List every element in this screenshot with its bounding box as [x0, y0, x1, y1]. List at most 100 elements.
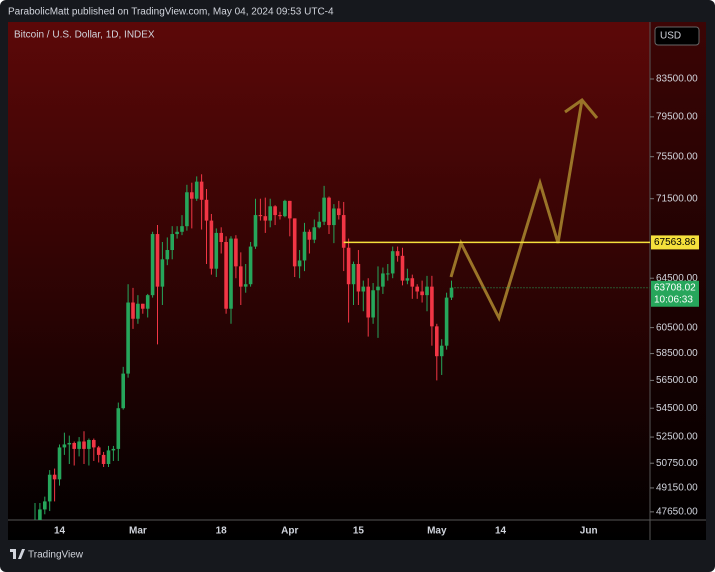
- candle-body: [283, 200, 287, 217]
- candle-body: [292, 218, 297, 267]
- candle-body: [175, 231, 179, 235]
- candle-body: [263, 216, 268, 221]
- price-axis: [650, 22, 706, 520]
- candle-body: [77, 441, 81, 449]
- candle-body: [337, 208, 341, 216]
- countdown: 10:06:33: [654, 294, 693, 305]
- candle-body: [52, 474, 57, 480]
- candle-body: [381, 273, 385, 287]
- candle-body: [131, 302, 135, 319]
- y-tick-label: 64500.00: [656, 273, 698, 284]
- y-tick-label: 54500.00: [656, 403, 698, 414]
- candle-body: [180, 226, 184, 232]
- candle-body: [145, 295, 150, 309]
- candle-body: [288, 200, 292, 219]
- candle-body: [361, 286, 366, 292]
- y-tick-label: 83500.00: [656, 74, 698, 85]
- candle-body: [248, 246, 253, 285]
- candle-body: [332, 208, 336, 226]
- candle-body: [312, 227, 317, 240]
- candle-body: [258, 215, 263, 217]
- candle-body: [141, 303, 145, 309]
- candle-body: [87, 440, 91, 449]
- x-tick-label: 14: [495, 526, 507, 537]
- candle-body: [43, 501, 47, 510]
- candle-body: [253, 215, 258, 247]
- candle-body: [199, 181, 204, 200]
- level-label: 67563.86: [654, 237, 696, 248]
- candles: [34, 174, 454, 520]
- projection-arrowhead: [564, 97, 599, 119]
- y-tick-label: 79500.00: [656, 112, 698, 123]
- projection: [449, 97, 599, 323]
- candle-body: [376, 286, 380, 291]
- candle-body: [327, 197, 331, 226]
- candle-body: [92, 440, 96, 448]
- candle-body: [62, 444, 67, 448]
- y-tick-label: 71500.00: [656, 193, 698, 204]
- candle-body: [405, 278, 410, 281]
- candle-body: [101, 454, 106, 464]
- candle-body: [111, 448, 116, 451]
- candle-body: [219, 232, 223, 242]
- candle-body: [57, 447, 62, 480]
- x-tick-label: 18: [216, 526, 228, 537]
- candle-body: [366, 286, 370, 318]
- candle-body: [72, 442, 76, 449]
- candle-body: [317, 221, 321, 228]
- candle-body: [224, 241, 228, 309]
- x-tick-label: Apr: [281, 526, 298, 537]
- currency[interactable]: USD: [660, 31, 681, 42]
- x-tick-label: Mar: [129, 526, 147, 537]
- candle-body: [194, 181, 199, 199]
- candle-body: [341, 215, 346, 248]
- level-label-box: [651, 235, 699, 250]
- x-tick-label: May: [427, 526, 447, 537]
- candle-body: [420, 291, 424, 296]
- y-tick-label: 49150.00: [656, 483, 698, 494]
- candle-body: [170, 234, 174, 251]
- brand: TradingView: [28, 550, 84, 561]
- candle-body: [234, 238, 238, 267]
- candle-body: [268, 206, 272, 221]
- candle-body: [425, 286, 429, 296]
- last-price-box: [651, 280, 699, 307]
- y-tick-label: 50750.00: [656, 458, 698, 469]
- candle-body: [165, 250, 170, 260]
- candle-body: [390, 251, 395, 274]
- candle-body: [302, 231, 307, 261]
- candle-body: [439, 345, 444, 357]
- y-tick-label: 47650.00: [656, 507, 698, 518]
- candle-body: [204, 199, 209, 221]
- y-tick-label: 56500.00: [656, 375, 698, 386]
- candle-body: [136, 303, 140, 319]
- candle-body: [243, 284, 248, 287]
- candle-body: [67, 442, 72, 445]
- candle-body: [371, 290, 375, 318]
- candle-body: [395, 251, 400, 256]
- candle-body: [82, 441, 86, 449]
- y-tick-label: 52500.00: [656, 432, 698, 443]
- candle-body: [229, 238, 233, 309]
- candle-body: [322, 197, 326, 222]
- y-tick-label: 75500.00: [656, 151, 698, 162]
- candle-body: [126, 302, 130, 374]
- currency-box[interactable]: [654, 26, 700, 46]
- x-tick-label: 15: [353, 526, 365, 537]
- candle-body: [116, 408, 121, 449]
- candle-body: [190, 192, 194, 199]
- y-tick-label: 60500.00: [656, 322, 698, 333]
- candle-body: [430, 286, 434, 327]
- candle-body: [160, 259, 165, 287]
- candle-body: [356, 263, 361, 292]
- candle-body: [435, 326, 439, 357]
- candle-body: [278, 215, 282, 217]
- candle-body: [415, 286, 419, 292]
- last-price-label: 63708.02: [654, 282, 696, 293]
- candle-body: [351, 263, 356, 285]
- candle-body: [96, 447, 101, 455]
- byline: ParabolicMatt published on TradingView.c…: [8, 7, 334, 18]
- candle-body: [121, 373, 125, 409]
